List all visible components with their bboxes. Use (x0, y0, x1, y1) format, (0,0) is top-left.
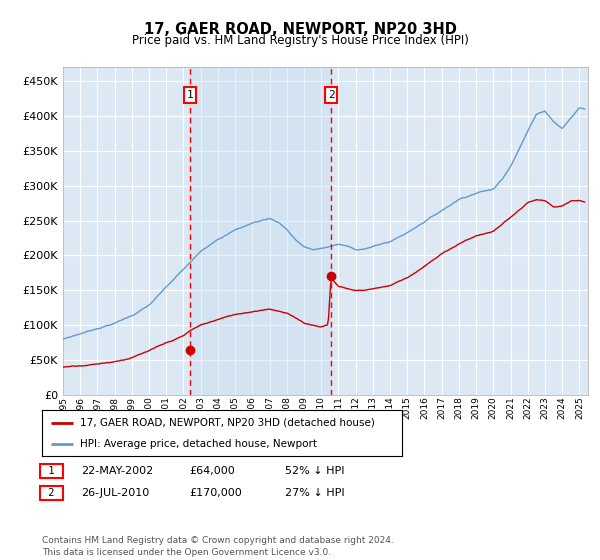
Text: 2: 2 (328, 90, 334, 100)
Text: 1: 1 (42, 466, 61, 476)
Text: 52% ↓ HPI: 52% ↓ HPI (285, 466, 344, 476)
Text: 26-JUL-2010: 26-JUL-2010 (81, 488, 149, 498)
Text: 2: 2 (42, 488, 61, 498)
Text: £64,000: £64,000 (189, 466, 235, 476)
Text: Contains HM Land Registry data © Crown copyright and database right 2024.
This d: Contains HM Land Registry data © Crown c… (42, 536, 394, 557)
Text: 17, GAER ROAD, NEWPORT, NP20 3HD: 17, GAER ROAD, NEWPORT, NP20 3HD (143, 22, 457, 38)
Text: £170,000: £170,000 (189, 488, 242, 498)
Text: 1: 1 (187, 90, 193, 100)
Bar (190, 67, 331, 395)
Text: 17, GAER ROAD, NEWPORT, NP20 3HD (detached house): 17, GAER ROAD, NEWPORT, NP20 3HD (detach… (80, 418, 374, 428)
Text: Price paid vs. HM Land Registry's House Price Index (HPI): Price paid vs. HM Land Registry's House … (131, 34, 469, 46)
Text: 22-MAY-2002: 22-MAY-2002 (81, 466, 153, 476)
Text: 27% ↓ HPI: 27% ↓ HPI (285, 488, 344, 498)
Text: HPI: Average price, detached house, Newport: HPI: Average price, detached house, Newp… (80, 439, 317, 449)
